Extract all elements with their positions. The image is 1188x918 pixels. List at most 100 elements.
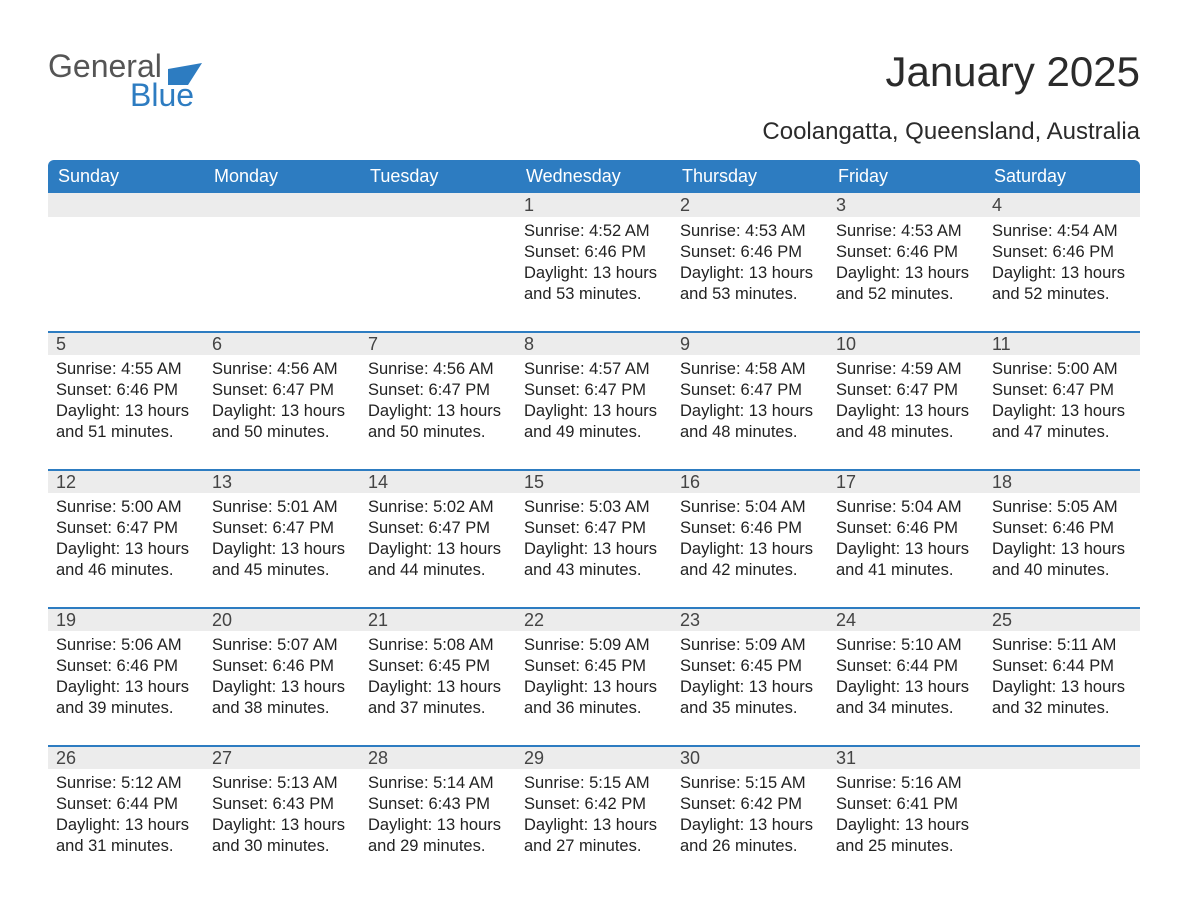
sunrise-text: Sunrise: 5:05 AM	[992, 497, 1132, 518]
day-number-row: 31	[828, 745, 984, 769]
sunset-text: Sunset: 6:46 PM	[992, 242, 1132, 263]
title-block: January 2025 Coolangatta, Queensland, Au…	[762, 48, 1140, 146]
day-number: 20	[204, 610, 232, 631]
calendar-cell: 19Sunrise: 5:06 AMSunset: 6:46 PMDayligh…	[48, 607, 204, 745]
day-number: 7	[360, 334, 378, 355]
daylight-text: Daylight: 13 hours and 40 minutes.	[992, 539, 1132, 581]
day-number-row: 11	[984, 331, 1140, 355]
day-body: Sunrise: 5:03 AMSunset: 6:47 PMDaylight:…	[516, 493, 672, 589]
day-number: 12	[48, 472, 76, 493]
sunrise-text: Sunrise: 5:11 AM	[992, 635, 1132, 656]
day-number-row: 21	[360, 607, 516, 631]
sunset-text: Sunset: 6:44 PM	[836, 656, 976, 677]
day-number: 27	[204, 748, 232, 769]
daylight-text: Daylight: 13 hours and 34 minutes.	[836, 677, 976, 719]
calendar-cell: 28Sunrise: 5:14 AMSunset: 6:43 PMDayligh…	[360, 745, 516, 883]
day-number: 28	[360, 748, 388, 769]
sunset-text: Sunset: 6:47 PM	[524, 380, 664, 401]
day-number-row	[204, 193, 360, 217]
day-body: Sunrise: 5:04 AMSunset: 6:46 PMDaylight:…	[828, 493, 984, 589]
sunrise-text: Sunrise: 5:16 AM	[836, 773, 976, 794]
calendar-table: SundayMondayTuesdayWednesdayThursdayFrid…	[48, 160, 1140, 883]
day-body: Sunrise: 5:02 AMSunset: 6:47 PMDaylight:…	[360, 493, 516, 589]
sunset-text: Sunset: 6:41 PM	[836, 794, 976, 815]
calendar-cell-empty	[204, 193, 360, 331]
day-body: Sunrise: 4:56 AMSunset: 6:47 PMDaylight:…	[360, 355, 516, 451]
day-body: Sunrise: 5:09 AMSunset: 6:45 PMDaylight:…	[516, 631, 672, 727]
calendar-cell: 29Sunrise: 5:15 AMSunset: 6:42 PMDayligh…	[516, 745, 672, 883]
daylight-text: Daylight: 13 hours and 48 minutes.	[680, 401, 820, 443]
day-body: Sunrise: 5:09 AMSunset: 6:45 PMDaylight:…	[672, 631, 828, 727]
day-number-row: 2	[672, 193, 828, 217]
sunset-text: Sunset: 6:47 PM	[836, 380, 976, 401]
calendar-cell: 22Sunrise: 5:09 AMSunset: 6:45 PMDayligh…	[516, 607, 672, 745]
sunrise-text: Sunrise: 4:57 AM	[524, 359, 664, 380]
day-body: Sunrise: 5:00 AMSunset: 6:47 PMDaylight:…	[984, 355, 1140, 451]
sunset-text: Sunset: 6:46 PM	[56, 656, 196, 677]
day-number-row: 16	[672, 469, 828, 493]
calendar-cell: 12Sunrise: 5:00 AMSunset: 6:47 PMDayligh…	[48, 469, 204, 607]
daylight-text: Daylight: 13 hours and 52 minutes.	[836, 263, 976, 305]
day-number-row: 20	[204, 607, 360, 631]
daylight-text: Daylight: 13 hours and 41 minutes.	[836, 539, 976, 581]
daylight-text: Daylight: 13 hours and 29 minutes.	[368, 815, 508, 857]
location-subtitle: Coolangatta, Queensland, Australia	[762, 118, 1140, 146]
day-number: 16	[672, 472, 700, 493]
calendar-cell: 13Sunrise: 5:01 AMSunset: 6:47 PMDayligh…	[204, 469, 360, 607]
day-body: Sunrise: 5:04 AMSunset: 6:46 PMDaylight:…	[672, 493, 828, 589]
sunrise-text: Sunrise: 4:56 AM	[212, 359, 352, 380]
calendar-cell: 20Sunrise: 5:07 AMSunset: 6:46 PMDayligh…	[204, 607, 360, 745]
day-body: Sunrise: 4:56 AMSunset: 6:47 PMDaylight:…	[204, 355, 360, 451]
day-number-row: 3	[828, 193, 984, 217]
sunrise-text: Sunrise: 5:10 AM	[836, 635, 976, 656]
sunrise-text: Sunrise: 4:55 AM	[56, 359, 196, 380]
calendar-cell: 4Sunrise: 4:54 AMSunset: 6:46 PMDaylight…	[984, 193, 1140, 331]
day-body: Sunrise: 4:55 AMSunset: 6:46 PMDaylight:…	[48, 355, 204, 451]
sunrise-text: Sunrise: 5:09 AM	[680, 635, 820, 656]
daylight-text: Daylight: 13 hours and 39 minutes.	[56, 677, 196, 719]
day-body: Sunrise: 5:06 AMSunset: 6:46 PMDaylight:…	[48, 631, 204, 727]
sunset-text: Sunset: 6:45 PM	[368, 656, 508, 677]
daylight-text: Daylight: 13 hours and 37 minutes.	[368, 677, 508, 719]
sunset-text: Sunset: 6:47 PM	[992, 380, 1132, 401]
weekday-header: Thursday	[672, 160, 828, 193]
day-number-row: 30	[672, 745, 828, 769]
sunrise-text: Sunrise: 5:14 AM	[368, 773, 508, 794]
day-number: 24	[828, 610, 856, 631]
daylight-text: Daylight: 13 hours and 50 minutes.	[212, 401, 352, 443]
calendar-cell: 2Sunrise: 4:53 AMSunset: 6:46 PMDaylight…	[672, 193, 828, 331]
sunset-text: Sunset: 6:46 PM	[524, 242, 664, 263]
daylight-text: Daylight: 13 hours and 25 minutes.	[836, 815, 976, 857]
day-number: 14	[360, 472, 388, 493]
day-number: 26	[48, 748, 76, 769]
day-number-row: 10	[828, 331, 984, 355]
calendar-cell: 1Sunrise: 4:52 AMSunset: 6:46 PMDaylight…	[516, 193, 672, 331]
sunrise-text: Sunrise: 5:07 AM	[212, 635, 352, 656]
day-number-row: 19	[48, 607, 204, 631]
calendar-cell: 14Sunrise: 5:02 AMSunset: 6:47 PMDayligh…	[360, 469, 516, 607]
calendar-body: 1Sunrise: 4:52 AMSunset: 6:46 PMDaylight…	[48, 193, 1140, 883]
day-number: 15	[516, 472, 544, 493]
day-number: 4	[984, 195, 1002, 216]
daylight-text: Daylight: 13 hours and 53 minutes.	[680, 263, 820, 305]
day-number: 13	[204, 472, 232, 493]
day-body: Sunrise: 5:07 AMSunset: 6:46 PMDaylight:…	[204, 631, 360, 727]
sunset-text: Sunset: 6:42 PM	[680, 794, 820, 815]
day-body: Sunrise: 5:11 AMSunset: 6:44 PMDaylight:…	[984, 631, 1140, 727]
sunset-text: Sunset: 6:46 PM	[212, 656, 352, 677]
sunrise-text: Sunrise: 5:02 AM	[368, 497, 508, 518]
sunrise-text: Sunrise: 5:13 AM	[212, 773, 352, 794]
sunset-text: Sunset: 6:47 PM	[56, 518, 196, 539]
daylight-text: Daylight: 13 hours and 45 minutes.	[212, 539, 352, 581]
weekday-header: Monday	[204, 160, 360, 193]
daylight-text: Daylight: 13 hours and 42 minutes.	[680, 539, 820, 581]
sunset-text: Sunset: 6:45 PM	[524, 656, 664, 677]
sunrise-text: Sunrise: 5:12 AM	[56, 773, 196, 794]
calendar-cell: 26Sunrise: 5:12 AMSunset: 6:44 PMDayligh…	[48, 745, 204, 883]
weekday-header: Friday	[828, 160, 984, 193]
daylight-text: Daylight: 13 hours and 50 minutes.	[368, 401, 508, 443]
day-body	[48, 217, 204, 307]
day-body: Sunrise: 5:01 AMSunset: 6:47 PMDaylight:…	[204, 493, 360, 589]
daylight-text: Daylight: 13 hours and 46 minutes.	[56, 539, 196, 581]
daylight-text: Daylight: 13 hours and 32 minutes.	[992, 677, 1132, 719]
